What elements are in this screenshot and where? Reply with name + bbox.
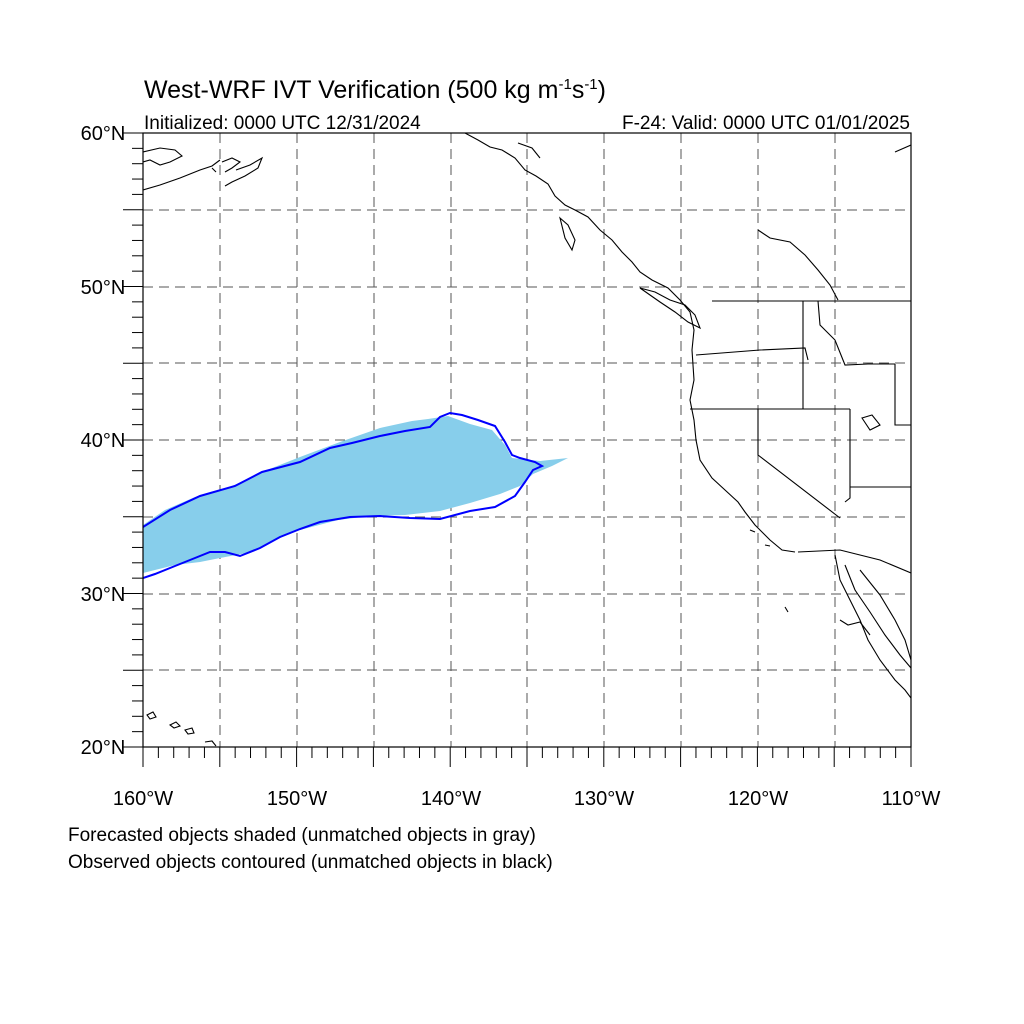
lon-label-130w: 130°W xyxy=(574,788,634,810)
lon-label-150w: 150°W xyxy=(267,788,327,810)
valid-time-label: F-24: Valid: 0000 UTC 01/01/2025 xyxy=(622,113,910,134)
lon-label-160w: 160°W xyxy=(113,788,173,810)
lat-label-20: 20°N xyxy=(81,737,126,759)
lat-label-30: 30°N xyxy=(81,584,126,606)
legend-observed-note: Observed objects contoured (unmatched ob… xyxy=(68,852,553,873)
map-title: West-WRF IVT Verification (500 kg m-1s-1… xyxy=(144,76,606,104)
axis-ticks xyxy=(123,132,912,767)
lat-label-50: 50°N xyxy=(81,277,126,299)
gridlines xyxy=(143,133,911,747)
lat-label-60: 60°N xyxy=(81,123,126,145)
forecast-ivt-object xyxy=(143,416,568,573)
lat-label-40: 40°N xyxy=(81,430,126,452)
longitude-labels: 160°W 150°W 140°W 130°W 120°W 110°W xyxy=(113,788,941,810)
observed-ivt-contour xyxy=(143,411,545,579)
coastlines xyxy=(143,133,911,747)
init-time-label: Initialized: 0000 UTC 12/31/2024 xyxy=(144,113,421,134)
lon-label-110w: 110°W xyxy=(882,788,941,810)
lon-label-140w: 140°W xyxy=(421,788,481,810)
lon-label-120w: 120°W xyxy=(728,788,788,810)
legend-forecast-note: Forecasted objects shaded (unmatched obj… xyxy=(68,825,536,846)
latitude-labels: 60°N 50°N 40°N 30°N 20°N xyxy=(81,123,126,759)
